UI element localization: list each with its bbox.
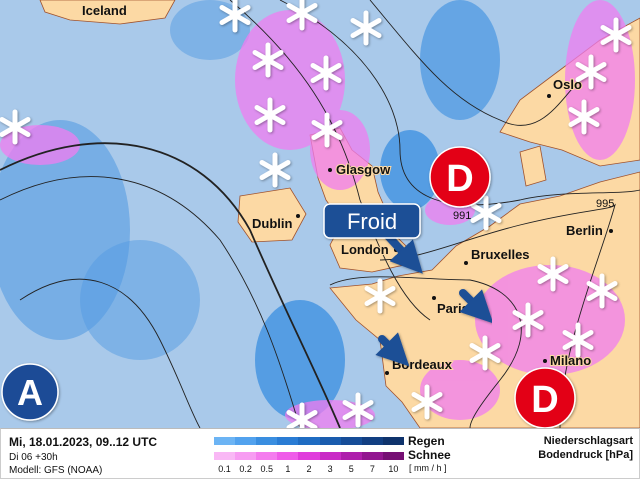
rain-label: Regen: [408, 434, 445, 448]
tick-label: 0.2: [239, 464, 252, 474]
city-london: London: [341, 242, 389, 257]
scale-swatch: [382, 437, 404, 445]
iceland-land: [39, 0, 176, 25]
cold-air-arrows: [375, 232, 494, 367]
ireland-land: [237, 187, 307, 243]
tick-label: 7: [369, 464, 375, 474]
arrow-icon: [375, 332, 410, 367]
tick-label: 0.1: [218, 464, 231, 474]
isobar-label-991: 991: [453, 210, 471, 222]
snow-color-scale: [214, 452, 404, 460]
legend: Mi, 18.01.2023, 09..12 UTC Di 06 +30h Mo…: [0, 428, 640, 479]
isobars: [0, 0, 640, 428]
svg-text:D: D: [531, 379, 558, 421]
scale-swatch: [361, 452, 383, 460]
city-glasgow: Glasgow: [336, 162, 391, 177]
scale-swatch: [214, 437, 236, 445]
arrow-icon: [459, 289, 494, 324]
arrow-icon: [384, 232, 423, 274]
tick-label: 5: [348, 464, 354, 474]
scale-swatch: [235, 437, 257, 445]
isobar-label-995: 995: [596, 198, 614, 210]
low-pressure-north: D: [429, 146, 491, 208]
low-pressure-south: D: [514, 367, 576, 428]
scale-swatch: [235, 452, 257, 460]
scale-swatch: [256, 437, 278, 445]
city-paris: Paris: [437, 301, 469, 316]
forecast-date: Mi, 18.01.2023, 09..12 UTC: [9, 435, 158, 449]
scale-swatch: [361, 437, 383, 445]
scale-swatch: [214, 452, 236, 460]
scale-swatch: [298, 437, 320, 445]
scale-swatch: [340, 437, 362, 445]
city-milano: Milano: [550, 353, 591, 368]
snow-label: Schnee: [408, 448, 451, 462]
scale-ticks: 0.1 0.2 0.5 1 2 3 5 7 10: [214, 464, 404, 474]
legend-title-precip: Niederschlagsart: [543, 435, 633, 447]
tick-label: 3: [327, 464, 333, 474]
legend-title-pressure: Bodendruck [hPa]: [538, 449, 633, 461]
city-dublin: Dublin: [252, 216, 292, 231]
svg-text:A: A: [17, 372, 43, 413]
scale-swatch: [382, 452, 404, 460]
tick-label: 10: [388, 464, 399, 474]
scale-swatch: [277, 452, 299, 460]
city-bruxelles: Bruxelles: [471, 247, 530, 262]
city-iceland: Iceland: [82, 3, 127, 18]
tick-label: 1: [285, 464, 291, 474]
denmark-land: [519, 145, 547, 187]
rain-color-scale: [214, 437, 404, 445]
froid-callout: Froid: [323, 203, 421, 239]
model-name: Modell: GFS (NOAA): [9, 465, 103, 476]
city-bordeaux: Bordeaux: [392, 357, 453, 372]
scale-swatch: [277, 437, 299, 445]
city-oslo: Oslo: [553, 77, 582, 92]
scale-swatch: [319, 437, 341, 445]
scale-swatch: [256, 452, 278, 460]
weather-map: 991 995 Iceland Glasgow Dublin London Br…: [0, 0, 640, 428]
city-berlin: Berlin: [566, 223, 603, 238]
scale-swatch: [340, 452, 362, 460]
unit-label: [ mm / h ]: [409, 463, 447, 473]
high-pressure: A: [1, 363, 59, 421]
scale-swatch: [298, 452, 320, 460]
tick-label: 2: [306, 464, 312, 474]
forecast-run: Di 06 +30h: [9, 452, 58, 463]
tick-label: 0.5: [260, 464, 274, 474]
svg-text:D: D: [446, 158, 473, 200]
svg-text:Froid: Froid: [347, 209, 397, 234]
scale-swatch: [319, 452, 341, 460]
